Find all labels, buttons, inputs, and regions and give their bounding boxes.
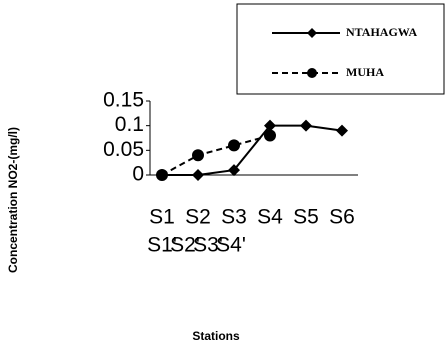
y-axis-label: Concentration NO2-(mg/l) (6, 127, 20, 273)
x-tick-label: S5 (293, 206, 319, 229)
x-tick-label: S1 (149, 206, 175, 229)
point (336, 124, 348, 137)
y-tick-label: 0 (132, 163, 144, 186)
point (264, 129, 276, 142)
x-tick-label: S4 (257, 206, 283, 229)
x-tick-label: S4' (216, 234, 246, 257)
x-tick-label: S2' (170, 234, 200, 257)
series-line (162, 124, 343, 176)
point (228, 139, 240, 152)
series-line (161, 134, 271, 176)
x-tick-label: S6 (329, 206, 355, 229)
legend-label: MUHA (346, 65, 384, 79)
point (264, 119, 276, 132)
y-tick-label: 0.05 (103, 138, 144, 161)
legend-marker (307, 28, 317, 38)
legend-marker (307, 68, 317, 78)
point (228, 164, 240, 177)
x-tick-label: S1' (147, 234, 177, 257)
x-tick-label: S3' (193, 234, 223, 257)
point (192, 169, 204, 181)
point (192, 149, 204, 162)
legend-box (236, 3, 445, 95)
legend-label: NTAHAGWA (346, 25, 417, 39)
x-tick-label: S3 (221, 206, 247, 229)
y-tick-label: 0.1 (115, 113, 144, 136)
point (156, 169, 168, 181)
point (300, 119, 312, 132)
y-tick-label: 0.15 (103, 89, 144, 112)
x-tick-label: S2 (185, 206, 211, 229)
x-axis-label: Stations (192, 329, 240, 343)
